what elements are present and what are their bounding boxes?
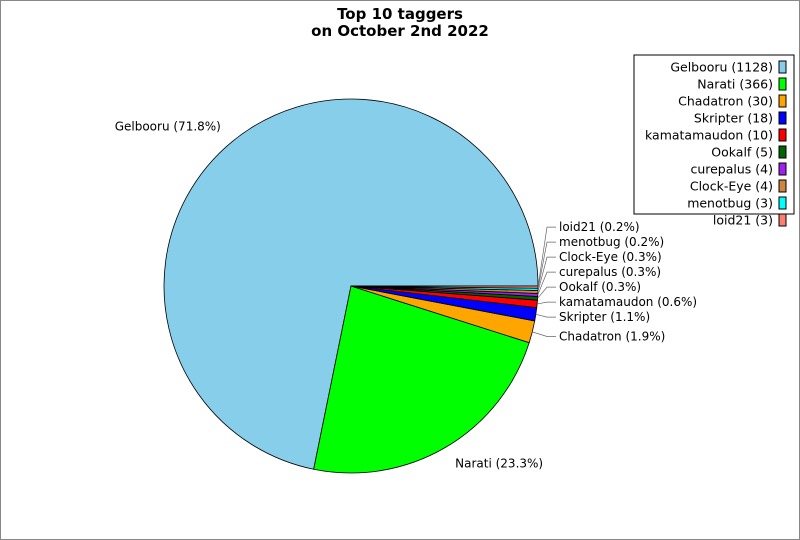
legend-entry-label: Gelbooru (1128) bbox=[670, 60, 773, 75]
slice-label: Ookalf (0.3%) bbox=[559, 280, 641, 294]
leader-line bbox=[535, 313, 556, 318]
legend-entry-label: Skripter (18) bbox=[694, 111, 773, 126]
pie-slice-narati bbox=[313, 285, 530, 474]
legend-entry-label: Clock-Eye (4) bbox=[690, 179, 773, 194]
leader-line bbox=[537, 226, 556, 288]
legend-swatch bbox=[778, 145, 787, 159]
leader-line bbox=[537, 271, 556, 296]
legend-entry-label: kamatamaudon (10) bbox=[645, 128, 773, 143]
legend-swatch bbox=[778, 213, 787, 227]
slice-label: Clock-Eye (0.3%) bbox=[559, 250, 662, 264]
legend-entry-label: Ookalf (5) bbox=[711, 145, 773, 160]
slice-label: curepalus (0.3%) bbox=[559, 265, 661, 279]
leader-line bbox=[537, 256, 556, 293]
legend-entry-label: Narati (366) bbox=[697, 77, 773, 92]
legend-swatch bbox=[778, 179, 787, 193]
chart-title-line1: Top 10 taggers bbox=[337, 5, 463, 23]
legend-swatch bbox=[778, 128, 787, 142]
leader-line bbox=[532, 331, 556, 337]
legend-swatch bbox=[778, 60, 787, 74]
legend-box bbox=[633, 54, 795, 215]
leader-line bbox=[537, 241, 556, 290]
leader-line bbox=[537, 301, 556, 305]
slice-label: Chadatron (1.9%) bbox=[559, 329, 665, 343]
slice-label: loid21 (0.2%) bbox=[559, 220, 640, 234]
slice-label: Skripter (1.1%) bbox=[559, 310, 650, 324]
slice-label: Gelbooru (71.8%) bbox=[115, 120, 221, 134]
chart-title-line2: on October 2nd 2022 bbox=[311, 22, 489, 40]
legend-swatch bbox=[778, 94, 787, 108]
slice-label: kamatamaudon (0.6%) bbox=[559, 295, 697, 309]
legend-swatch bbox=[778, 77, 787, 91]
legend-entry-label: loid21 (3) bbox=[713, 213, 773, 228]
slice-label: Narati (23.3%) bbox=[455, 456, 543, 470]
legend-entry-label: Chadatron (30) bbox=[678, 94, 773, 109]
slice-label: menotbug (0.2%) bbox=[559, 235, 664, 249]
legend-entry-label: curepalus (4) bbox=[690, 162, 773, 177]
legend-swatch bbox=[778, 162, 787, 176]
legend-swatch bbox=[778, 111, 787, 125]
leader-line bbox=[537, 286, 556, 299]
legend: Gelbooru (1128) Narati (366) Chadatron (30… bbox=[633, 54, 795, 228]
pie-slice-gelbooru bbox=[163, 98, 539, 470]
legend-entry-label: menotbug (3) bbox=[687, 196, 773, 211]
legend-swatch bbox=[778, 196, 787, 210]
